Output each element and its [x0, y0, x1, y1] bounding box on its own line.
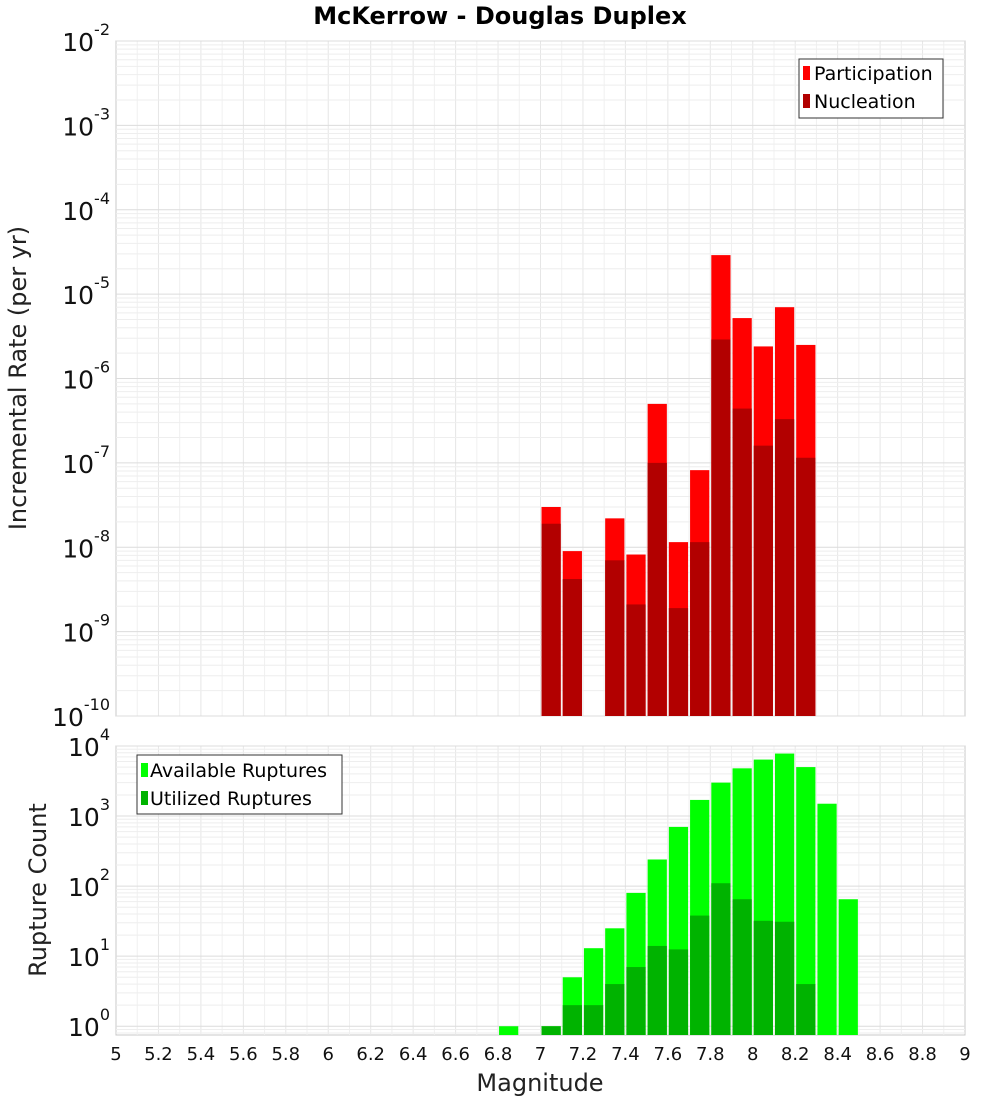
- top-y-tick-labels: 10-10 10-9 10-8 10-7 10-6 10-5 10-4 10-3 10-2: [52, 20, 110, 732]
- top-legend: Participation Nucleation: [798, 58, 944, 119]
- bottom-bar-series1: [499, 1026, 519, 1035]
- x-tick-label: 6.2: [356, 1044, 385, 1065]
- y-tick-label: 101: [68, 935, 110, 972]
- x-tick-labels: 5 5.2 5.4 5.6 5.8 6 6.2 6.4 6.6 6.8 7 7.2 7.4 7.6 7.8 8…: [110, 1044, 970, 1065]
- top-bar-series2: [690, 542, 710, 716]
- y-tick-label: 10-3: [62, 104, 110, 141]
- top-bar-series2: [796, 457, 816, 716]
- legend-swatch-utilized: [141, 791, 148, 805]
- y-tick-label: 10-5: [62, 273, 110, 310]
- x-tick-label: 8.6: [866, 1044, 895, 1065]
- legend-swatch-available: [141, 763, 148, 777]
- bottom-bar-series2: [626, 967, 646, 1035]
- top-bar-series2: [732, 408, 752, 716]
- y-tick-label: 102: [68, 865, 110, 902]
- top-legend-box: [798, 58, 944, 119]
- x-tick-label: 8.8: [908, 1044, 937, 1065]
- x-tick-label: 6.4: [399, 1044, 428, 1065]
- bottom-legend-box: [136, 754, 343, 815]
- top-bar-series2: [562, 579, 582, 716]
- top-grid: [116, 40, 965, 717]
- x-tick-label: 7: [535, 1044, 546, 1065]
- y-tick-label: 10-7: [62, 442, 110, 479]
- y-tick-label: 10-10: [52, 695, 110, 732]
- bottom-bar-series2: [668, 949, 689, 1035]
- bottom-bar-series1: [838, 899, 858, 1035]
- y-tick-label: 103: [68, 795, 110, 832]
- bottom-bar-series2: [562, 1005, 582, 1035]
- x-tick-label: 7.4: [611, 1044, 640, 1065]
- x-tick-label: 5.8: [271, 1044, 300, 1065]
- top-bar-series2: [647, 462, 667, 716]
- x-tick-label: 6: [323, 1044, 334, 1065]
- legend-label-participation: Participation: [814, 63, 933, 85]
- x-tick-label: 5.4: [187, 1044, 216, 1065]
- bottom-bar-series2: [541, 1026, 561, 1035]
- top-bar-series2: [753, 445, 773, 716]
- bottom-y-axis-label: Rupture Count: [24, 803, 52, 977]
- x-tick-label: 8.2: [781, 1044, 810, 1065]
- top-bar-series2: [774, 419, 795, 716]
- x-tick-label: 5.6: [229, 1044, 258, 1065]
- x-tick-label: 5: [110, 1044, 121, 1065]
- top-y-axis-label: Incremental Rate (per yr): [4, 226, 32, 530]
- y-tick-label: 10-9: [62, 611, 110, 648]
- bottom-bar-series2: [605, 984, 625, 1035]
- bottom-bar-series2: [796, 984, 816, 1035]
- x-tick-label: 7.8: [696, 1044, 725, 1065]
- top-bar-series2: [626, 604, 646, 716]
- bottom-bar-series1: [817, 803, 837, 1035]
- legend-label-available: Available Ruptures: [150, 760, 327, 782]
- x-tick-label: 7.2: [569, 1044, 598, 1065]
- x-tick-label: 7.6: [654, 1044, 683, 1065]
- bottom-bar-series2: [583, 1005, 604, 1035]
- legend-label-nucleation: Nucleation: [814, 91, 916, 113]
- bottom-panel: 100 101 102 103 104 5 5.2 5.4 5.6 5.8 6 6.2 6.4 6.6 6…: [24, 725, 971, 1097]
- y-tick-label: 10-8: [62, 526, 110, 563]
- y-tick-label: 10-6: [62, 358, 110, 395]
- x-tick-label: 8: [747, 1044, 758, 1065]
- y-tick-label: 10-4: [62, 189, 110, 226]
- bottom-bar-series2: [753, 920, 773, 1035]
- x-axis-label: Magnitude: [476, 1069, 603, 1097]
- top-bars: [541, 255, 816, 716]
- x-tick-label: 6.8: [484, 1044, 513, 1065]
- top-bar-series2: [668, 608, 689, 716]
- x-tick-label: 5.2: [144, 1044, 173, 1065]
- top-bar-series2: [711, 339, 731, 716]
- top-panel: 10-10 10-9 10-8 10-7 10-6 10-5 10-4 10-3 10-2 In…: [4, 20, 966, 732]
- bottom-bar-series2: [774, 921, 795, 1035]
- legend-swatch-participation: [803, 66, 810, 80]
- y-tick-label: 10-2: [62, 20, 110, 57]
- chart-title: McKerrow - Douglas Duplex: [313, 2, 687, 30]
- y-tick-label: 100: [68, 1005, 110, 1042]
- bottom-y-tick-labels: 100 101 102 103 104: [68, 725, 110, 1042]
- x-tick-label: 8.4: [823, 1044, 852, 1065]
- top-bar-series2: [541, 523, 561, 716]
- bottom-bar-series1: [796, 767, 816, 1035]
- bottom-legend: Available Ruptures Utilized Ruptures: [136, 754, 343, 815]
- bottom-bar-series2: [647, 945, 667, 1035]
- bottom-bar-series2: [690, 915, 710, 1035]
- legend-label-utilized: Utilized Ruptures: [150, 788, 312, 810]
- top-bar-series2: [605, 560, 625, 716]
- x-tick-label: 9: [959, 1044, 970, 1065]
- legend-swatch-nucleation: [803, 94, 810, 108]
- y-tick-label: 104: [68, 725, 110, 762]
- bottom-bars: [499, 753, 858, 1035]
- bottom-bar-series2: [711, 883, 731, 1035]
- x-tick-label: 6.6: [441, 1044, 470, 1065]
- bottom-bar-series2: [732, 899, 752, 1035]
